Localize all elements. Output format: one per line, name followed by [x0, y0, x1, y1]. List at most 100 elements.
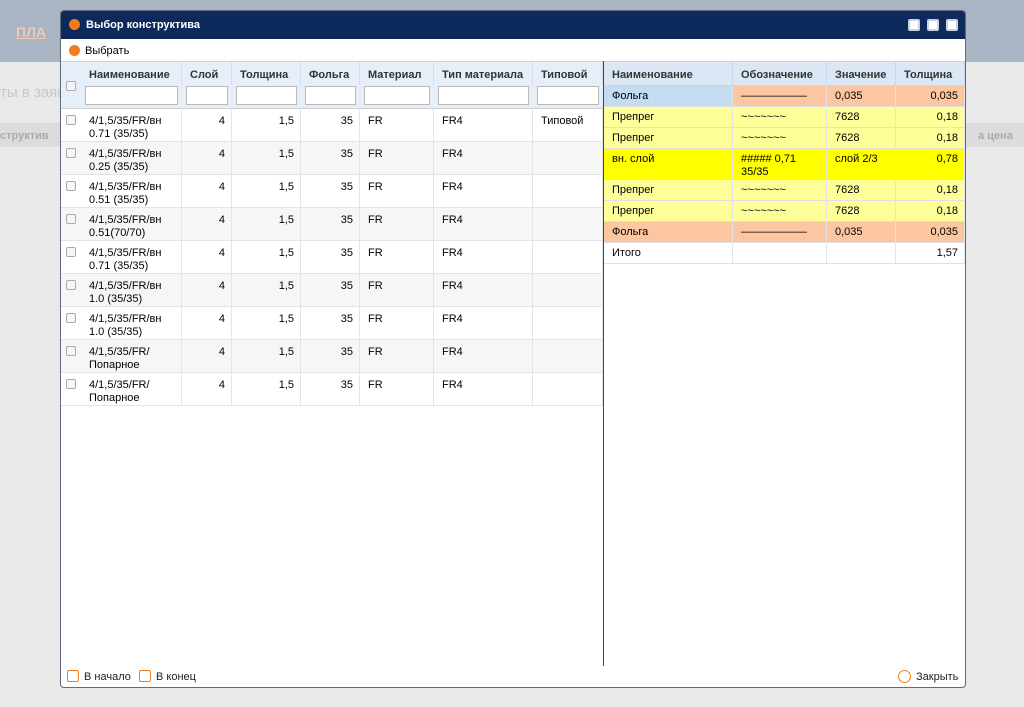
table-cell: 0,18 — [896, 180, 965, 201]
dialog-title: Выбор конструктива — [86, 19, 200, 31]
row-checkbox[interactable] — [66, 346, 76, 356]
table-cell: ~~~~~~~ — [733, 107, 827, 128]
table-cell: ~~~~~~~ — [733, 180, 827, 201]
app-column: структив — [0, 130, 49, 142]
table-cell: 35 — [301, 208, 360, 241]
table-cell: Препрег — [604, 201, 733, 222]
column-header[interactable]: Фольга — [301, 62, 360, 85]
column-header[interactable]: Толщина — [232, 62, 301, 85]
table-row — [61, 274, 603, 307]
splitter — [603, 61, 604, 666]
grids: Наименование Слой Толщина Фольга Материал Тип… — [61, 61, 965, 666]
table-cell — [733, 243, 827, 264]
table-cell: 0,035 — [827, 86, 896, 107]
table-cell: FR — [360, 175, 434, 208]
table-cell: слой 2/3 — [827, 149, 896, 180]
table-cell: 35 — [301, 241, 360, 274]
row-checkbox[interactable] — [66, 115, 76, 125]
table-cell: 35 — [301, 340, 360, 373]
table-cell: 0,78 — [896, 149, 965, 180]
table-cell: FR4 — [434, 208, 533, 241]
table-cell: 35 — [301, 274, 360, 307]
table-cell: 7628 — [827, 107, 896, 128]
filter-input[interactable] — [305, 86, 356, 105]
close-window-button[interactable] — [946, 19, 958, 31]
table-cell: FR4 — [434, 241, 533, 274]
app-icon — [69, 19, 80, 30]
table-cell: 7628 — [827, 180, 896, 201]
filter-input[interactable] — [364, 86, 430, 105]
table-cell: 0,18 — [896, 107, 965, 128]
table-cell: 1,5 — [232, 142, 301, 175]
table-cell: вн. слой — [604, 149, 733, 180]
table-cell: 4/1,5/35/FR/вн 0.71 (35/35) — [81, 109, 182, 142]
filter-input[interactable] — [186, 86, 228, 105]
column-header[interactable]: Типовой — [533, 62, 603, 85]
column-header[interactable]: Материал — [360, 62, 434, 85]
select-all-checkbox[interactable] — [66, 81, 76, 91]
table-cell: FR — [360, 241, 434, 274]
table-cell: 7628 — [827, 128, 896, 149]
table-cell: FR — [360, 274, 434, 307]
table-cell — [533, 373, 603, 406]
first-icon — [67, 670, 79, 682]
table-cell: 0,18 — [896, 201, 965, 222]
table-cell: 0,035 — [896, 86, 965, 107]
row-checkbox[interactable] — [66, 280, 76, 290]
close-label: Закрыть — [916, 671, 959, 683]
select-label: Выбрать — [85, 45, 130, 57]
row-checkbox[interactable] — [66, 247, 76, 257]
table-cell: FR — [360, 109, 434, 142]
table-cell — [533, 274, 603, 307]
row-checkbox[interactable] — [66, 181, 76, 191]
app-heading: ты в заяв — [0, 84, 66, 101]
select-icon — [69, 45, 80, 56]
table-cell: FR — [360, 373, 434, 406]
table-cell: FR — [360, 307, 434, 340]
first-label: В начало — [84, 671, 131, 683]
app-column: а цена — [978, 130, 1013, 142]
table-cell: 4 — [182, 274, 232, 307]
table-cell: ~~~~~~~ — [733, 201, 827, 222]
table-row — [61, 142, 603, 175]
table-cell: 4 — [182, 175, 232, 208]
table-cell: 1,5 — [232, 208, 301, 241]
table-cell: 4/1,5/35/FR/ Попарное — [81, 373, 182, 406]
column-header[interactable]: Обозначение — [733, 62, 827, 86]
table-cell: 0,035 — [827, 222, 896, 243]
minimize-button[interactable] — [908, 19, 920, 31]
table-cell: 1,5 — [232, 241, 301, 274]
table-cell: 35 — [301, 307, 360, 340]
filter-input[interactable] — [537, 86, 599, 105]
row-checkbox[interactable] — [66, 214, 76, 224]
column-header[interactable]: Толщина — [896, 62, 965, 86]
column-header[interactable]: Значение — [827, 62, 896, 86]
table-cell: 4 — [182, 109, 232, 142]
column-header[interactable]: Тип материала — [434, 62, 533, 85]
dialog: Выбор конструктива Выбрать Наименование С… — [60, 10, 966, 688]
table-cell: 7628 — [827, 201, 896, 222]
table-row — [61, 241, 603, 274]
column-header[interactable]: Наименование — [604, 62, 733, 86]
row-checkbox[interactable] — [66, 379, 76, 389]
filter-input[interactable] — [85, 86, 178, 105]
table-cell — [827, 243, 896, 264]
filter-input[interactable] — [438, 86, 529, 105]
table-row — [61, 208, 603, 241]
column-header[interactable]: Наименование — [81, 62, 182, 85]
table-cell: 4 — [182, 340, 232, 373]
table-row — [61, 175, 603, 208]
table-row — [61, 340, 603, 373]
table-cell: 1,5 — [232, 340, 301, 373]
table-cell: 4 — [182, 373, 232, 406]
table-cell: ##### 0,71 35/35 — [733, 149, 827, 180]
row-checkbox[interactable] — [66, 313, 76, 323]
table-cell: 35 — [301, 373, 360, 406]
table-row — [61, 307, 603, 340]
column-header[interactable]: Слой — [182, 62, 232, 85]
table-cell: 1,5 — [232, 373, 301, 406]
maximize-button[interactable] — [927, 19, 939, 31]
table-cell: 4 — [182, 208, 232, 241]
filter-input[interactable] — [236, 86, 297, 105]
row-checkbox[interactable] — [66, 148, 76, 158]
